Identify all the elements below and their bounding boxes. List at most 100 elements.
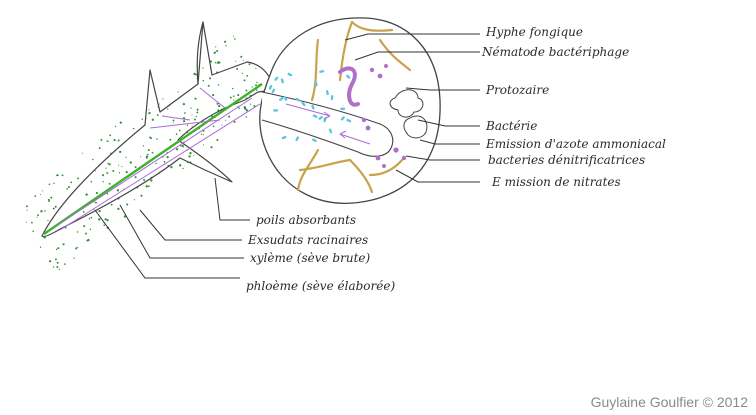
soil-speck [193, 72, 196, 76]
soil-speck [194, 97, 197, 100]
circulation-arrows [285, 103, 371, 145]
soil-speck [216, 138, 219, 142]
soil-speck [183, 146, 185, 148]
soil-speck [216, 62, 219, 64]
soil-speck [229, 96, 232, 99]
soil-speck [213, 51, 216, 54]
label-xyleme: xylème (sève brute) [250, 251, 370, 265]
soil-speck [47, 198, 50, 201]
bacterium-rod [271, 88, 276, 94]
soil-speck [188, 155, 191, 158]
soil-speck [82, 211, 85, 213]
soil-speck [76, 231, 79, 233]
soil-speck [81, 152, 83, 154]
soil-speck [145, 185, 148, 188]
soil-speck [203, 144, 205, 146]
soil-speck [141, 118, 144, 120]
label-phloeme: phloème (sève élaborée) [246, 279, 395, 293]
soil-speck [140, 156, 142, 158]
soil-speck [109, 134, 112, 137]
soil-speck [172, 122, 174, 124]
soil-speck [44, 210, 46, 212]
soil-speck [193, 155, 195, 157]
bacterium-rod [268, 84, 273, 90]
soil-speck [216, 49, 219, 53]
soil-speck [202, 79, 205, 82]
soil-speck [150, 137, 153, 140]
bacterium-rod [312, 114, 318, 118]
soil-speck [207, 84, 210, 87]
bacterium-rod [314, 81, 318, 87]
soil-speck [175, 133, 178, 135]
soil-speck [251, 86, 253, 88]
bacterium-rod [280, 78, 284, 84]
bacterium-rod [346, 74, 351, 79]
soil-speck [110, 203, 113, 206]
soil-speck [182, 103, 185, 106]
soil-speckles [25, 35, 265, 271]
soil-speck [182, 120, 186, 123]
credit-text: Guylaine Goulfier © 2012 [590, 394, 748, 410]
soil-speck [25, 221, 27, 223]
soil-speck [255, 67, 257, 69]
soil-speck [88, 218, 91, 220]
soil-speck [54, 258, 57, 261]
bacterium-rod [273, 109, 279, 112]
soil-speck [212, 125, 215, 128]
soil-speck [167, 108, 169, 110]
soil-speck [147, 153, 149, 156]
soil-speck [228, 115, 231, 118]
soil-speck [119, 150, 122, 154]
bacterium-rod [325, 90, 329, 96]
phloem-lines [55, 87, 261, 231]
bacterium-rod [287, 72, 293, 77]
bacterium-rod [312, 138, 317, 143]
soil-speck [42, 190, 44, 192]
soil-speck [221, 124, 223, 126]
soil-speck [191, 125, 193, 127]
soil-speck [108, 163, 111, 166]
soil-speck [98, 147, 101, 150]
soil-speck [70, 181, 73, 184]
soil-speck [61, 174, 64, 177]
bacterium-rod [346, 118, 352, 123]
soil-speck [102, 181, 104, 183]
soil-speck [90, 216, 93, 219]
soil-speck [48, 200, 50, 203]
soil-speck [212, 94, 215, 97]
soil-speck [170, 166, 173, 169]
soil-speck [246, 74, 249, 77]
bacteria-cluster [268, 70, 352, 143]
soil-speck [216, 102, 219, 105]
soil-speck [134, 199, 136, 201]
soil-speck [231, 87, 234, 90]
bacterium-rod [274, 76, 279, 81]
soil-speck [215, 46, 217, 48]
soil-speck [235, 60, 237, 62]
soil-speck [232, 35, 235, 37]
soil-speck [150, 179, 153, 182]
soil-speck [25, 205, 28, 208]
soil-speck [31, 221, 33, 224]
label-nematode: Nématode bactériphage [481, 45, 629, 59]
soil-speck [40, 210, 43, 213]
label-nitrates: E mission de nitrates [491, 175, 621, 189]
soil-speck [190, 107, 192, 109]
soil-speck [151, 118, 154, 121]
soil-speck [172, 119, 175, 122]
soil-speck [209, 77, 212, 80]
soil-speck [178, 129, 181, 132]
soil-speck [163, 161, 166, 163]
soil-speck [34, 195, 37, 197]
bacterium-rod [340, 107, 346, 111]
soil-speck [162, 98, 164, 100]
soil-speck [62, 243, 65, 246]
soil-speck [103, 224, 106, 227]
soil-speck [249, 103, 252, 105]
soil-speck [241, 72, 243, 74]
bacterium-rod [283, 96, 288, 101]
soil-speck [129, 161, 132, 164]
protozoan-cell [389, 89, 424, 118]
soil-speck [245, 109, 248, 112]
